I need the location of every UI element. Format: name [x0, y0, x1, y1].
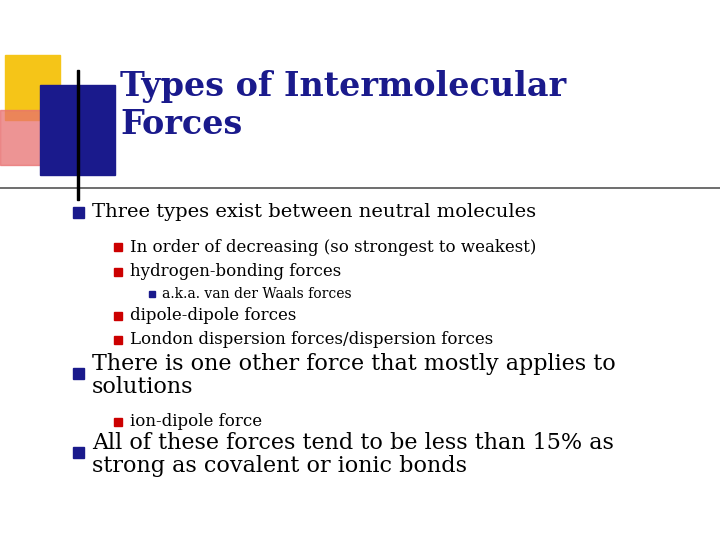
Text: All of these forces tend to be less than 15% as: All of these forces tend to be less than… [92, 432, 614, 454]
Bar [77, 70, 79, 200]
Text: There is one other force that mostly applies to: There is one other force that mostly app… [92, 353, 616, 375]
Text: dipole-dipole forces: dipole-dipole forces [130, 307, 297, 325]
Bar [5, 55, 60, 120]
Text: ion-dipole force: ion-dipole force [130, 414, 262, 430]
Text: Types of Intermolecular: Types of Intermolecular [120, 70, 566, 103]
Bar [40, 85, 115, 175]
Text: London dispersion forces/dispersion forces: London dispersion forces/dispersion forc… [130, 332, 493, 348]
Bar [114, 268, 122, 276]
Text: Forces: Forces [120, 108, 242, 141]
Text: a.k.a. van der Waals forces: a.k.a. van der Waals forces [162, 287, 351, 301]
Text: Three types exist between neutral molecules: Three types exist between neutral molecu… [92, 203, 536, 221]
Text: strong as covalent or ionic bonds: strong as covalent or ionic bonds [92, 455, 467, 477]
Bar [73, 447, 84, 457]
Bar [73, 368, 84, 379]
Bar [114, 312, 122, 320]
Bar [114, 418, 122, 426]
Text: hydrogen-bonding forces: hydrogen-bonding forces [130, 264, 341, 280]
Bar [149, 291, 155, 297]
Bar [73, 206, 84, 218]
Bar [114, 336, 122, 344]
Text: In order of decreasing (so strongest to weakest): In order of decreasing (so strongest to … [130, 239, 536, 255]
Text: solutions: solutions [92, 376, 194, 398]
Bar [114, 243, 122, 251]
Bar [0, 110, 70, 165]
